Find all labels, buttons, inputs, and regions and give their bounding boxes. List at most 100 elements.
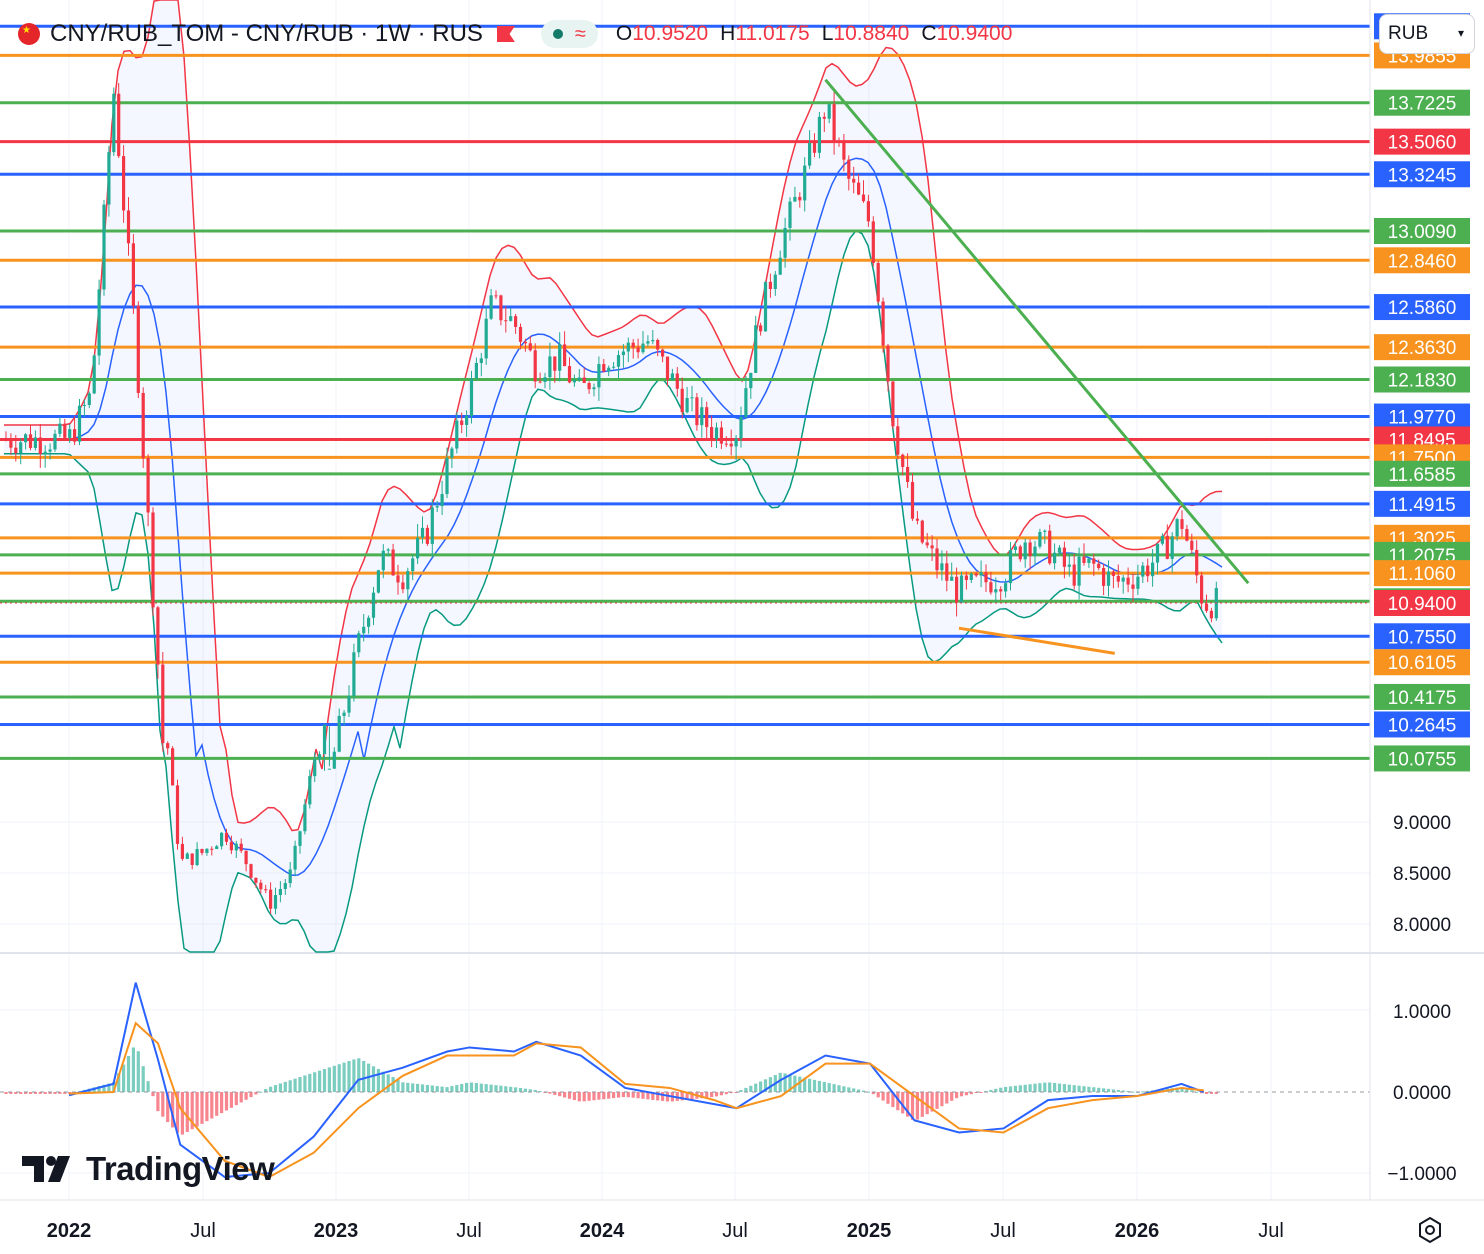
candle-body <box>1190 540 1194 550</box>
candle-body <box>631 342 635 348</box>
macd-histogram-bar <box>298 1077 302 1092</box>
candle-body <box>984 572 988 583</box>
candle-body <box>269 889 273 909</box>
macd-histogram-bar <box>587 1092 591 1101</box>
macd-histogram-bar <box>313 1072 317 1092</box>
level-label-bg <box>1374 649 1470 676</box>
candle-body <box>1180 519 1184 529</box>
candle-body <box>656 339 660 350</box>
candle-body <box>612 366 616 368</box>
candle-body <box>906 466 910 483</box>
macd-histogram-bar <box>264 1089 268 1092</box>
candle-body <box>48 449 52 452</box>
candle-body <box>754 325 758 373</box>
candle-body <box>915 518 919 521</box>
macd-histogram-bar <box>847 1087 851 1092</box>
macd-histogram-bar <box>1131 1091 1135 1093</box>
macd-histogram-bar <box>215 1092 219 1116</box>
macd-histogram-bar <box>950 1092 954 1101</box>
candle-body <box>646 341 650 344</box>
candle-body <box>670 373 674 380</box>
candle-body <box>195 849 199 865</box>
candle-body <box>97 289 101 356</box>
macd-histogram-bar <box>940 1092 944 1107</box>
macd-histogram-bar <box>817 1080 821 1092</box>
candle-body <box>778 257 782 275</box>
macd-histogram-bar <box>190 1092 194 1130</box>
candle-body <box>273 895 278 909</box>
candle-body <box>77 405 82 442</box>
candle-body <box>4 439 8 441</box>
level-label-bg <box>1374 89 1470 116</box>
macd-histogram-bar <box>920 1092 924 1117</box>
trendline[interactable] <box>958 626 1115 655</box>
indicator-pill[interactable]: ≈ <box>540 20 598 48</box>
candle-body <box>416 537 420 559</box>
macd-histogram-bar <box>989 1089 993 1092</box>
macd-histogram-bar <box>396 1079 400 1092</box>
level-label-bg <box>1374 711 1470 738</box>
candle-body <box>293 845 297 870</box>
candle-body <box>1155 543 1160 563</box>
macd-histogram-bar <box>852 1088 856 1092</box>
candle-body <box>602 364 606 372</box>
macd-histogram-bar <box>489 1084 493 1092</box>
candle-body <box>33 437 37 448</box>
candle-body <box>122 156 126 211</box>
level-label-bg <box>1374 490 1470 517</box>
candle-body <box>337 715 341 752</box>
macd-histogram-bar <box>842 1086 846 1092</box>
level-label: 11.9770 <box>1388 408 1455 429</box>
macd-histogram-bar <box>955 1092 959 1099</box>
chart-header: CNY/RUB_TOM - CNY/RUB · 1W · RUS ≈ O10.9… <box>0 14 1024 54</box>
candle-body <box>435 506 439 508</box>
macd-histogram-bar <box>945 1092 949 1104</box>
last-price-label: 10.9400 <box>1388 594 1457 615</box>
currency-select[interactable]: RUB ▾ <box>1379 14 1475 54</box>
macd-histogram-bar <box>1048 1082 1052 1092</box>
candle-body <box>891 381 895 427</box>
candle-body <box>303 804 307 832</box>
flag-marker-icon[interactable] <box>496 26 515 42</box>
macd-histogram-bar <box>891 1092 895 1108</box>
macd-histogram-bar <box>19 1092 23 1094</box>
candle-body <box>837 140 841 142</box>
macd-y-tick-label: −1.0000 <box>1387 1164 1456 1185</box>
symbol-title[interactable]: CNY/RUB_TOM - CNY/RUB · 1W · RUS <box>50 20 483 47</box>
trendline[interactable] <box>824 78 1250 585</box>
candle-body <box>626 342 630 352</box>
macd-histogram-bar <box>416 1083 420 1092</box>
macd-histogram-bar <box>705 1092 709 1098</box>
macd-histogram-bar <box>1111 1089 1115 1092</box>
candle-body <box>224 832 229 842</box>
macd-histogram-bar <box>171 1092 175 1128</box>
macd-histogram-bar <box>14 1092 18 1094</box>
candle-body <box>239 843 243 851</box>
macd-histogram-bar <box>141 1066 145 1092</box>
candle-body <box>1077 556 1081 586</box>
macd-histogram-bar <box>1190 1090 1194 1092</box>
level-label: 11.1060 <box>1388 564 1455 585</box>
macd-histogram-bar <box>548 1092 552 1094</box>
macd-histogram-bar <box>563 1092 567 1098</box>
macd-histogram-bar <box>754 1083 758 1092</box>
candle-body <box>523 341 527 344</box>
macd-histogram-bar <box>886 1092 890 1104</box>
candle-body <box>1018 546 1022 560</box>
candle-body <box>24 434 28 443</box>
macd-histogram-bar <box>58 1092 62 1094</box>
macd-histogram-bar <box>861 1090 866 1092</box>
macd-histogram-bar <box>210 1092 214 1119</box>
candle-body <box>318 754 322 760</box>
candle-body <box>940 563 944 571</box>
candle-body <box>371 592 376 618</box>
candle-body <box>910 482 915 519</box>
candle-body <box>636 347 640 353</box>
settings-gear-icon[interactable] <box>1416 1216 1444 1244</box>
macd-histogram-bar <box>803 1077 807 1092</box>
macd-histogram-bar <box>494 1085 498 1092</box>
macd-histogram-bar <box>1214 1092 1218 1094</box>
candle-body <box>1082 556 1086 563</box>
candle-body <box>871 221 875 263</box>
